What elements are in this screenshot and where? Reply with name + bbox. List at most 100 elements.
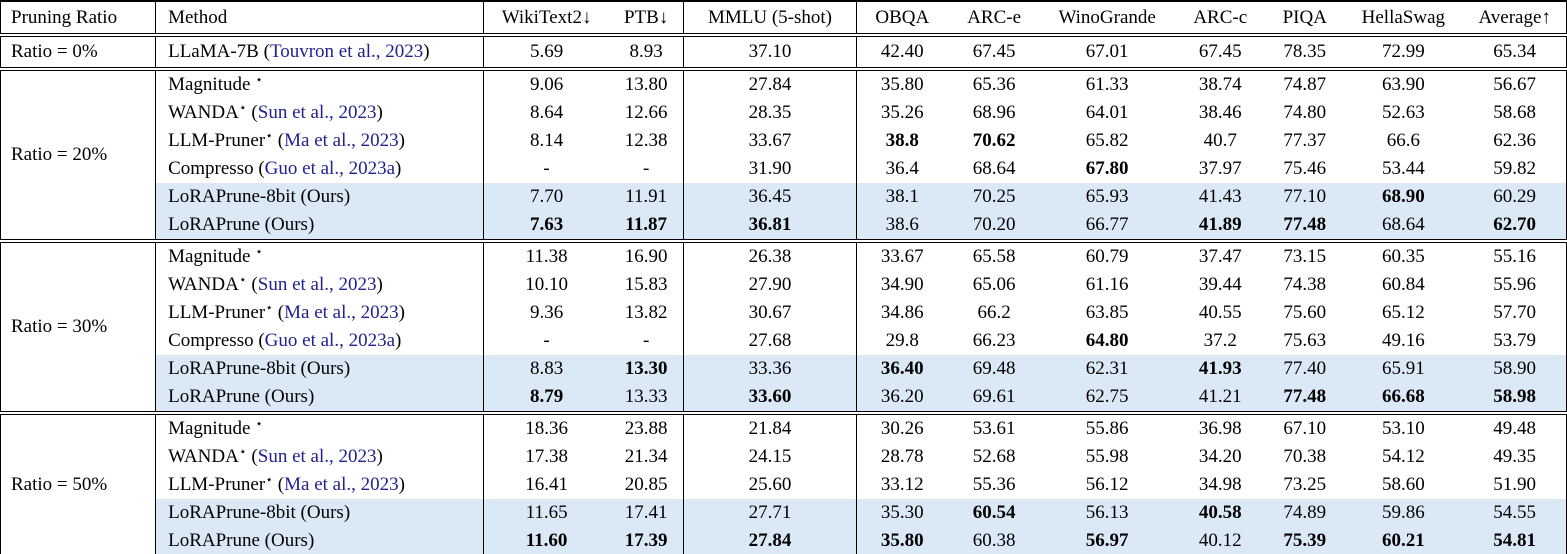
value-cell: 62.70 xyxy=(1463,211,1567,241)
value-cell: 54.81 xyxy=(1463,527,1567,554)
citation-link[interactable]: Touvron et al., 2023 xyxy=(269,41,424,62)
value-cell: 65.82 xyxy=(1085,130,1129,151)
method-name: WANDA xyxy=(168,102,239,123)
value-cell: 41.93 xyxy=(1174,355,1267,383)
value-cell: 62.31 xyxy=(1040,355,1175,383)
value-cell: 65.91 xyxy=(1343,355,1464,383)
close-paren: ) xyxy=(398,474,405,495)
value-cell: 34.98 xyxy=(1198,474,1242,495)
value-cell: 11.65 xyxy=(483,499,609,527)
citation-link[interactable]: Guo et al., 2023a xyxy=(264,158,395,179)
value-cell: 11.87 xyxy=(608,211,684,241)
star-icon: ⋆ xyxy=(255,244,264,259)
value-cell: - xyxy=(483,327,609,355)
citation-link[interactable]: Sun et al., 2023 xyxy=(257,274,377,295)
star-icon: ⋆ xyxy=(238,100,247,115)
col-header-pruning-ratio: Pruning Ratio xyxy=(11,6,118,28)
table-row: LLM-Pruner⋆ (Ma et al., 2023) 9.36 13.82 30… xyxy=(1,299,1567,327)
value-cell: 60.54 xyxy=(948,499,1041,527)
method-cell: Compresso (Guo et al., 2023a) xyxy=(155,327,484,355)
value-cell: 17.38 xyxy=(483,443,609,471)
table-row: Ratio = 0% LLaMA-7B (Touvron et al., 2023… xyxy=(1,35,1567,69)
value-cell: 33.36 xyxy=(683,355,857,383)
citation-link[interactable]: Guo et al., 2023a xyxy=(264,330,395,351)
value-cell: 64.01 xyxy=(1085,102,1129,123)
value-cell: 34.86 xyxy=(855,299,949,327)
value-cell: 13.80 xyxy=(624,74,668,95)
value-cell: 9.06 xyxy=(483,69,609,99)
method-name: Magnitude xyxy=(168,74,256,95)
ratio-cell: Ratio = 0% xyxy=(11,41,98,62)
table-header: Pruning Ratio Method WikiText2↓ PTB↓ MMLU (5… xyxy=(0,1,1567,35)
col-header-hellaswag: HellaSwag xyxy=(1361,6,1446,28)
value-cell: 40.58 xyxy=(1174,499,1267,527)
value-cell: 75.46 xyxy=(1283,158,1327,179)
value-cell: 59.86 xyxy=(1343,499,1464,527)
value-cell: 52.63 xyxy=(1381,102,1425,123)
value-cell: 66.77 xyxy=(1040,211,1175,241)
value-cell: 34.90 xyxy=(855,271,949,299)
value-cell: 28.35 xyxy=(683,99,857,127)
col-header-average: Average↑ xyxy=(1478,6,1551,28)
value-cell: 25.60 xyxy=(683,471,857,499)
close-paren: ) xyxy=(395,158,402,179)
value-cell: 40.55 xyxy=(1198,302,1242,323)
open-paren: ( xyxy=(273,302,285,323)
value-cell: 60.21 xyxy=(1343,527,1464,554)
value-cell: 8.14 xyxy=(483,127,609,155)
value-cell: 37.10 xyxy=(683,35,857,69)
citation-link[interactable]: Ma et al., 2023 xyxy=(284,302,399,323)
value-cell: 65.58 xyxy=(972,246,1016,267)
value-cell: 55.86 xyxy=(1085,418,1129,439)
open-paren: ( xyxy=(246,102,258,123)
table-row: WANDA⋆ (Sun et al., 2023) 10.10 15.83 27.90… xyxy=(1,271,1567,299)
citation-link[interactable]: Ma et al., 2023 xyxy=(284,474,399,495)
value-cell: 15.83 xyxy=(624,274,668,295)
col-header-ptb: PTB↓ xyxy=(623,6,669,28)
value-cell: 70.38 xyxy=(1283,446,1327,467)
value-cell: 74.89 xyxy=(1266,499,1344,527)
citation-link[interactable]: Sun et al., 2023 xyxy=(257,102,377,123)
table-row: Compresso (Guo et al., 2023a) - -27.68 29.8… xyxy=(1,327,1567,355)
value-cell: 51.90 xyxy=(1493,474,1537,495)
value-cell: 27.90 xyxy=(683,271,857,299)
table-row: LoRAPrune-8bit (Ours) 7.70 11.91 36.45 38.1 7… xyxy=(1,183,1567,211)
method-name: LoRAPrune-8bit (Ours) xyxy=(168,186,351,207)
table-row: LoRAPrune (Ours) 8.79 13.33 33.60 36.20 69.61… xyxy=(1,383,1567,413)
value-cell: 62.36 xyxy=(1493,130,1537,151)
close-paren: ) xyxy=(376,102,383,123)
value-cell: 55.16 xyxy=(1493,246,1537,267)
method-name: LLM-Pruner xyxy=(168,474,266,495)
close-paren: ) xyxy=(376,274,383,295)
value-cell: 68.64 xyxy=(972,158,1016,179)
value-cell: 27.68 xyxy=(683,327,857,355)
value-cell: 37.2 xyxy=(1203,330,1237,351)
star-icon: ⋆ xyxy=(238,272,247,287)
value-cell: 38.46 xyxy=(1198,102,1242,123)
value-cell: 41.21 xyxy=(1174,383,1267,413)
citation-link[interactable]: Ma et al., 2023 xyxy=(284,130,399,151)
value-cell: 37.97 xyxy=(1198,158,1242,179)
value-cell: 63.90 xyxy=(1381,74,1425,95)
value-cell: 53.10 xyxy=(1381,418,1425,439)
value-cell: 67.80 xyxy=(1085,158,1129,179)
value-cell: 70.20 xyxy=(948,211,1041,241)
value-cell: 77.10 xyxy=(1266,183,1344,211)
open-paren: ( xyxy=(246,446,258,467)
value-cell: 38.74 xyxy=(1198,74,1242,95)
value-cell: 67.10 xyxy=(1283,418,1327,439)
open-paren: ( xyxy=(273,130,285,151)
citation-link[interactable]: Sun et al., 2023 xyxy=(257,446,377,467)
ratio-cell: Ratio = 20% xyxy=(11,144,108,165)
col-header-winogrande: WinoGrande xyxy=(1058,6,1156,28)
value-cell: 68.90 xyxy=(1343,183,1464,211)
value-cell: 33.67 xyxy=(683,127,857,155)
method-cell: LoRAPrune-8bit (Ours) xyxy=(155,499,484,527)
method-name: LLaMA-7B xyxy=(168,41,259,62)
value-cell: 54.12 xyxy=(1381,446,1425,467)
value-cell: - xyxy=(642,330,650,351)
value-cell: 33.67 xyxy=(855,241,949,271)
value-cell: 33.12 xyxy=(855,471,949,499)
value-cell: 75.60 xyxy=(1283,302,1327,323)
value-cell: 74.38 xyxy=(1283,274,1327,295)
